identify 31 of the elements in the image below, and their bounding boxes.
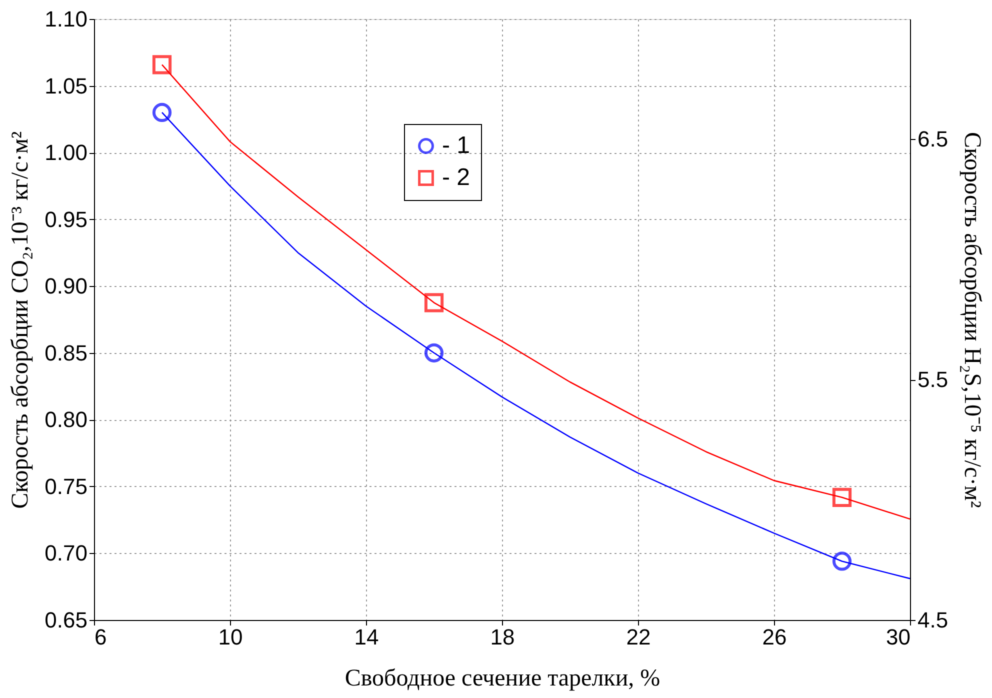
y2-tick-label: 4.5 (918, 608, 948, 632)
y2-tick-label: 6.5 (918, 126, 948, 152)
x-tick-label: 10 (218, 624, 243, 650)
x-tick-label: 26 (762, 624, 787, 650)
y-tick-label: 0.75 (44, 474, 88, 499)
y-tick-label: 0.95 (44, 206, 88, 232)
y-tick-label: 0.80 (44, 407, 88, 432)
y-tick-label: 0.65 (44, 608, 88, 632)
y-tick-label: 0.90 (44, 274, 88, 299)
y2-axis-title: Скорость абсорбции H₂S,10⁻⁵ кг/с·м² (959, 132, 986, 508)
point (152, 55, 172, 74)
legend-label: - 1 (442, 132, 470, 159)
y2-tick-label: 5.5 (918, 367, 948, 392)
y-tick-label: 1.05 (44, 73, 88, 98)
y-tick-label: 0.85 (44, 340, 88, 366)
point (424, 293, 444, 312)
x-tick-label: 22 (626, 624, 651, 650)
y-tick-label: 1.00 (44, 140, 88, 166)
x-tick-label: 18 (490, 624, 515, 650)
x-tick-label: 6 (94, 624, 107, 650)
legend-label: - 2 (442, 164, 470, 191)
y-tick-label: 1.10 (44, 6, 88, 32)
x-tick-label: 14 (354, 624, 379, 650)
y-tick-label: 0.70 (44, 540, 88, 566)
point (832, 552, 852, 571)
point (424, 343, 444, 362)
x-axis-title: Свободное сечение тарелки, % (344, 666, 660, 692)
x-tick-label: 30 (886, 624, 910, 650)
y-axis-title: Скорость абсорбции CO₂,10⁻³ кг/с·м² (8, 131, 34, 509)
point (832, 488, 852, 507)
point (152, 102, 172, 122)
